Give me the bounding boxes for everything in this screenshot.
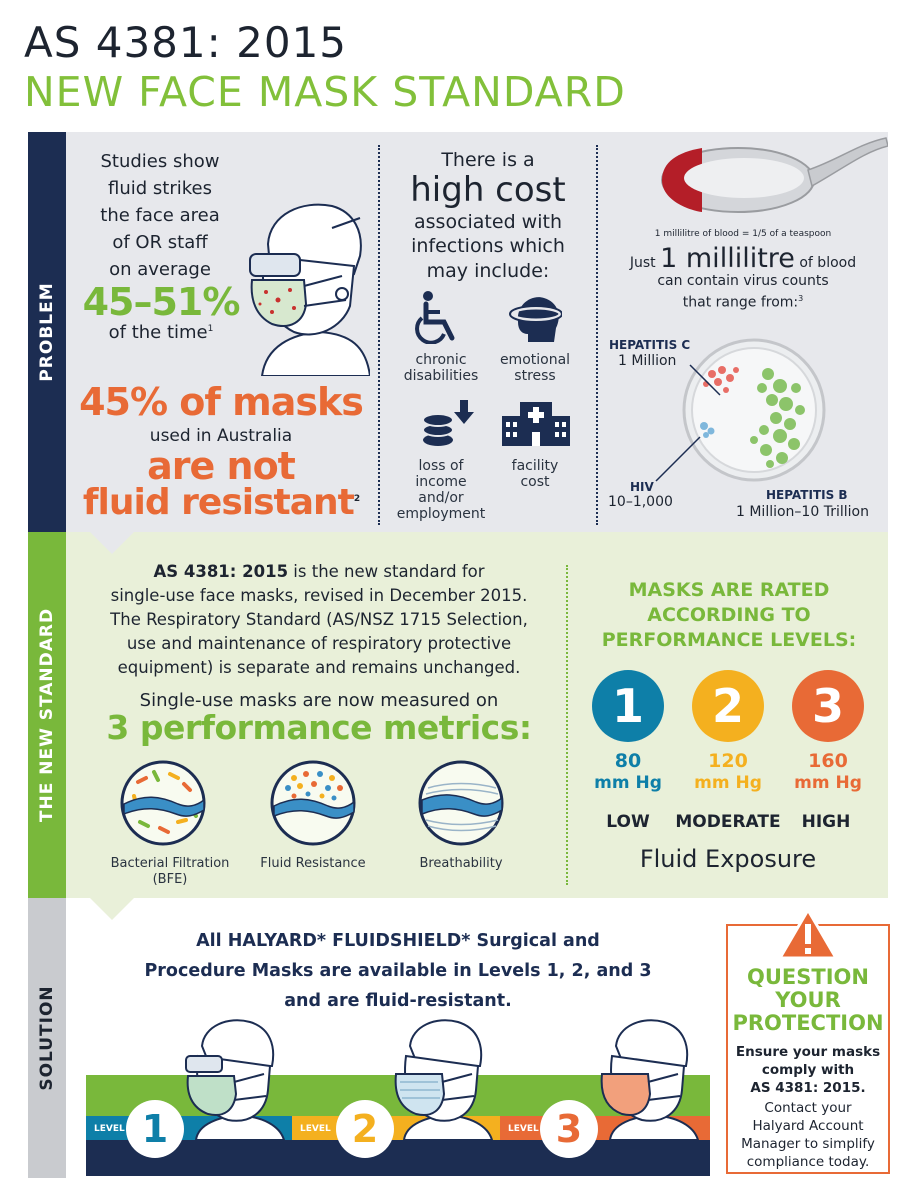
airflow-icon (418, 760, 504, 846)
rated-title: MASKS ARE RATED ACCORDING TO PERFORMANCE… (601, 579, 857, 651)
petri-dish-illustration (682, 338, 826, 482)
callout-plain-text: Contact your Halyard Account Manager to … (741, 1100, 875, 1170)
cost-text: There is a high cost associated with inf… (410, 149, 566, 282)
are-not-text: are not (147, 444, 296, 488)
level-1-circle: 1 (592, 670, 664, 742)
section-label-standard: THE NEW STANDARD (28, 532, 66, 898)
level-3-word: LEVEL (508, 1124, 539, 1134)
level-2-badge: 2 (336, 1100, 394, 1158)
fluid-drops-icon (270, 760, 356, 846)
surgeon-level-3-illustration (600, 1019, 700, 1140)
level-2-circle: 2 (692, 670, 764, 742)
section-label-solution: SOLUTION (28, 898, 66, 1178)
level-3-pressure: 160 mm Hg (794, 750, 862, 793)
column-divider (378, 145, 380, 525)
surgeon-level-1-illustration (185, 1019, 286, 1140)
level-1-pressure: 80 mm Hg (594, 750, 662, 793)
bacteria-filter-icon (120, 760, 206, 846)
measured-text: Single-use masks are now measured on (139, 690, 499, 711)
warning-icon (778, 908, 838, 960)
stressed-head-icon (509, 297, 562, 342)
callout-title: QUESTION YOUR PROTECTION (732, 965, 884, 1035)
navy-band (86, 1140, 710, 1176)
level-1-word: LEVEL (94, 1124, 125, 1134)
strike-range: 45–51% (82, 280, 241, 324)
level-3-badge: 3 (540, 1100, 598, 1158)
surgeon-level-2-illustration (394, 1019, 494, 1140)
hep-c-value: 1 Million (618, 353, 677, 369)
hep-b-value: 1 Million–10 Trillion (736, 504, 869, 520)
coins-loss-icon (422, 400, 474, 446)
metric-label-fluid: Fluid Resistance (260, 856, 366, 871)
column-divider (596, 145, 598, 525)
level-3-circle: 3 (792, 670, 864, 742)
level-2-word: LEVEL (300, 1124, 331, 1134)
standard-paragraph: AS 4381: 2015 is the new standard for si… (110, 562, 528, 677)
hospital-building-icon (502, 402, 570, 446)
cost-label-stress: emotional stress (499, 352, 571, 384)
masks-used-text: used in Australia (149, 426, 293, 446)
panel-pointer (90, 532, 134, 554)
hiv-value: 10–1,000 (608, 494, 673, 510)
one-ml-text: Just 1 millilitre of blood can contain v… (629, 243, 857, 311)
teaspoon-blood-illustration (661, 137, 888, 213)
hiv-label: HIV (630, 480, 654, 494)
hep-c-label: HEPATITIS C (609, 338, 691, 352)
spoon-caption: 1 millilitre of blood = 1/5 of a teaspoo… (654, 229, 832, 239)
cost-label-facility: facility cost (511, 458, 559, 490)
cost-label-income: loss of income and/or employment (396, 458, 486, 522)
fluid-exposure-label: Fluid Exposure (639, 845, 817, 873)
solution-text: All HALYARD* FLUIDSHIELD* Surgical and P… (144, 931, 652, 1011)
callout-bold-text: Ensure your masks comply with AS 4381: 2… (735, 1044, 881, 1096)
of-the-time: of the time1 (108, 322, 214, 343)
surgeon-mask-illustration (249, 203, 370, 376)
hep-b-label: HEPATITIS B (766, 488, 848, 502)
panel-pointer (90, 898, 134, 920)
metric-label-bfe: Bacterial Filtration (BFE) (110, 856, 230, 887)
column-divider (566, 565, 568, 885)
wheelchair-icon (415, 291, 455, 344)
level-2-pressure: 120 mm Hg (694, 750, 762, 793)
level-3-name: HIGH (801, 812, 851, 832)
metric-label-breathability: Breathability (419, 856, 503, 871)
section-label-problem: PROBLEM (28, 132, 66, 532)
callout-lines (655, 364, 721, 482)
level-2-name: MODERATE (675, 812, 781, 832)
level-1-badge: 1 (126, 1100, 184, 1158)
question-protection-callout (726, 924, 890, 1174)
level-1-name: LOW (606, 812, 650, 832)
cost-label-disabilities: chronic disabilities (403, 352, 479, 384)
page-title: AS 4381: 2015 (24, 18, 348, 67)
metrics-title: 3 performance metrics: (106, 708, 532, 747)
page-subtitle: NEW FACE MASK STANDARD (24, 68, 626, 116)
fluid-resistant-text: fluid resistant2 (82, 482, 360, 523)
studies-text: Studies show fluid strikes the face area… (100, 151, 220, 280)
masks-percentage: 45% of masks (79, 380, 364, 424)
